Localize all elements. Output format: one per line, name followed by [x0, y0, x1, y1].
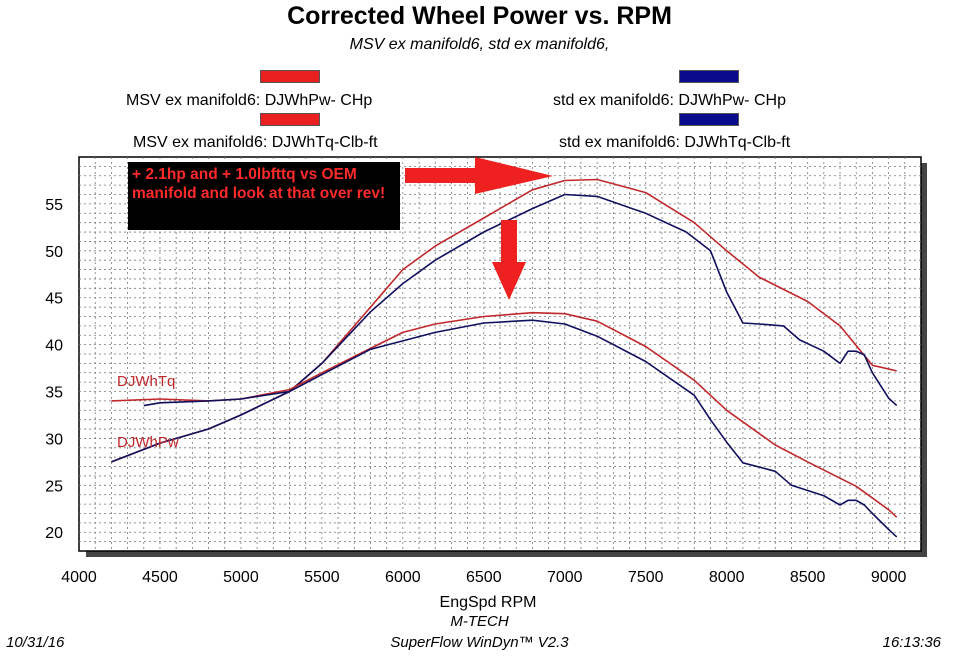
footer-software: SuperFlow WinDyn™ V2.3: [390, 634, 569, 651]
y-tick-label: 45: [45, 291, 63, 308]
footer-company: M-TECH: [450, 613, 509, 630]
series-label-power: DJWhPw: [117, 434, 179, 451]
legend-label-std-torque: std ex manifold6: DJWhTq-Clb-ft: [559, 134, 791, 151]
series-label-torque: DJWhTq: [117, 373, 175, 390]
y-tick-label: 40: [45, 338, 63, 355]
legend-label-std-power: std ex manifold6: DJWhPw- CHp: [553, 92, 786, 109]
x-tick-label: 7000: [547, 569, 583, 586]
chart-subtitle: MSV ex manifold6, std ex manifold6,: [349, 36, 610, 53]
x-tick-label: 6000: [385, 569, 421, 586]
annotation-callout: + 2.1hp and + 1.0lbfttq vs OEM manifold …: [128, 162, 400, 230]
legend-swatch-msv-torque: [260, 113, 320, 126]
legend-swatch-msv-power: [260, 70, 320, 83]
x-tick-label: 6500: [466, 569, 502, 586]
x-tick-label: 8000: [709, 569, 745, 586]
series-line-3: [143, 319, 898, 538]
x-tick-label: 7500: [628, 569, 664, 586]
y-tick-label: 50: [45, 244, 63, 261]
footer-date: 10/31/16: [6, 634, 65, 651]
y-tick-label: 25: [45, 478, 63, 495]
y-tick-label: 20: [45, 525, 63, 542]
x-tick-label: 4000: [61, 569, 97, 586]
x-tick-label: 9000: [871, 569, 907, 586]
y-tick-label: 55: [45, 197, 63, 214]
y-tick-label: 35: [45, 385, 63, 402]
footer-time: 16:13:36: [882, 634, 941, 651]
x-tick-label: 5500: [304, 569, 340, 586]
series-lines: [111, 178, 898, 538]
x-axis-title: EngSpd RPM: [440, 594, 537, 611]
legend-label-msv-torque: MSV ex manifold6: DJWhTq-Clb-ft: [133, 134, 378, 151]
chart-title: Corrected Wheel Power vs. RPM: [287, 2, 672, 30]
annotation-arrow-right: [405, 157, 553, 194]
x-tick-label: 8500: [790, 569, 826, 586]
legend-swatch-std-torque: [679, 113, 739, 126]
grid: [79, 157, 921, 551]
tick-labels: 4000 4500 5000 5500 6000 6500 7000 7500 8000 8500…: [45, 197, 906, 586]
annotation-arrow-down: [492, 220, 526, 300]
legend-label-msv-power: MSV ex manifold6: DJWhPw- CHp: [126, 92, 373, 109]
series-line-1: [111, 193, 898, 463]
y-tick-label: 30: [45, 431, 63, 448]
x-tick-label: 4500: [142, 569, 178, 586]
x-tick-label: 5000: [223, 569, 259, 586]
legend-swatch-std-power: [679, 70, 739, 83]
